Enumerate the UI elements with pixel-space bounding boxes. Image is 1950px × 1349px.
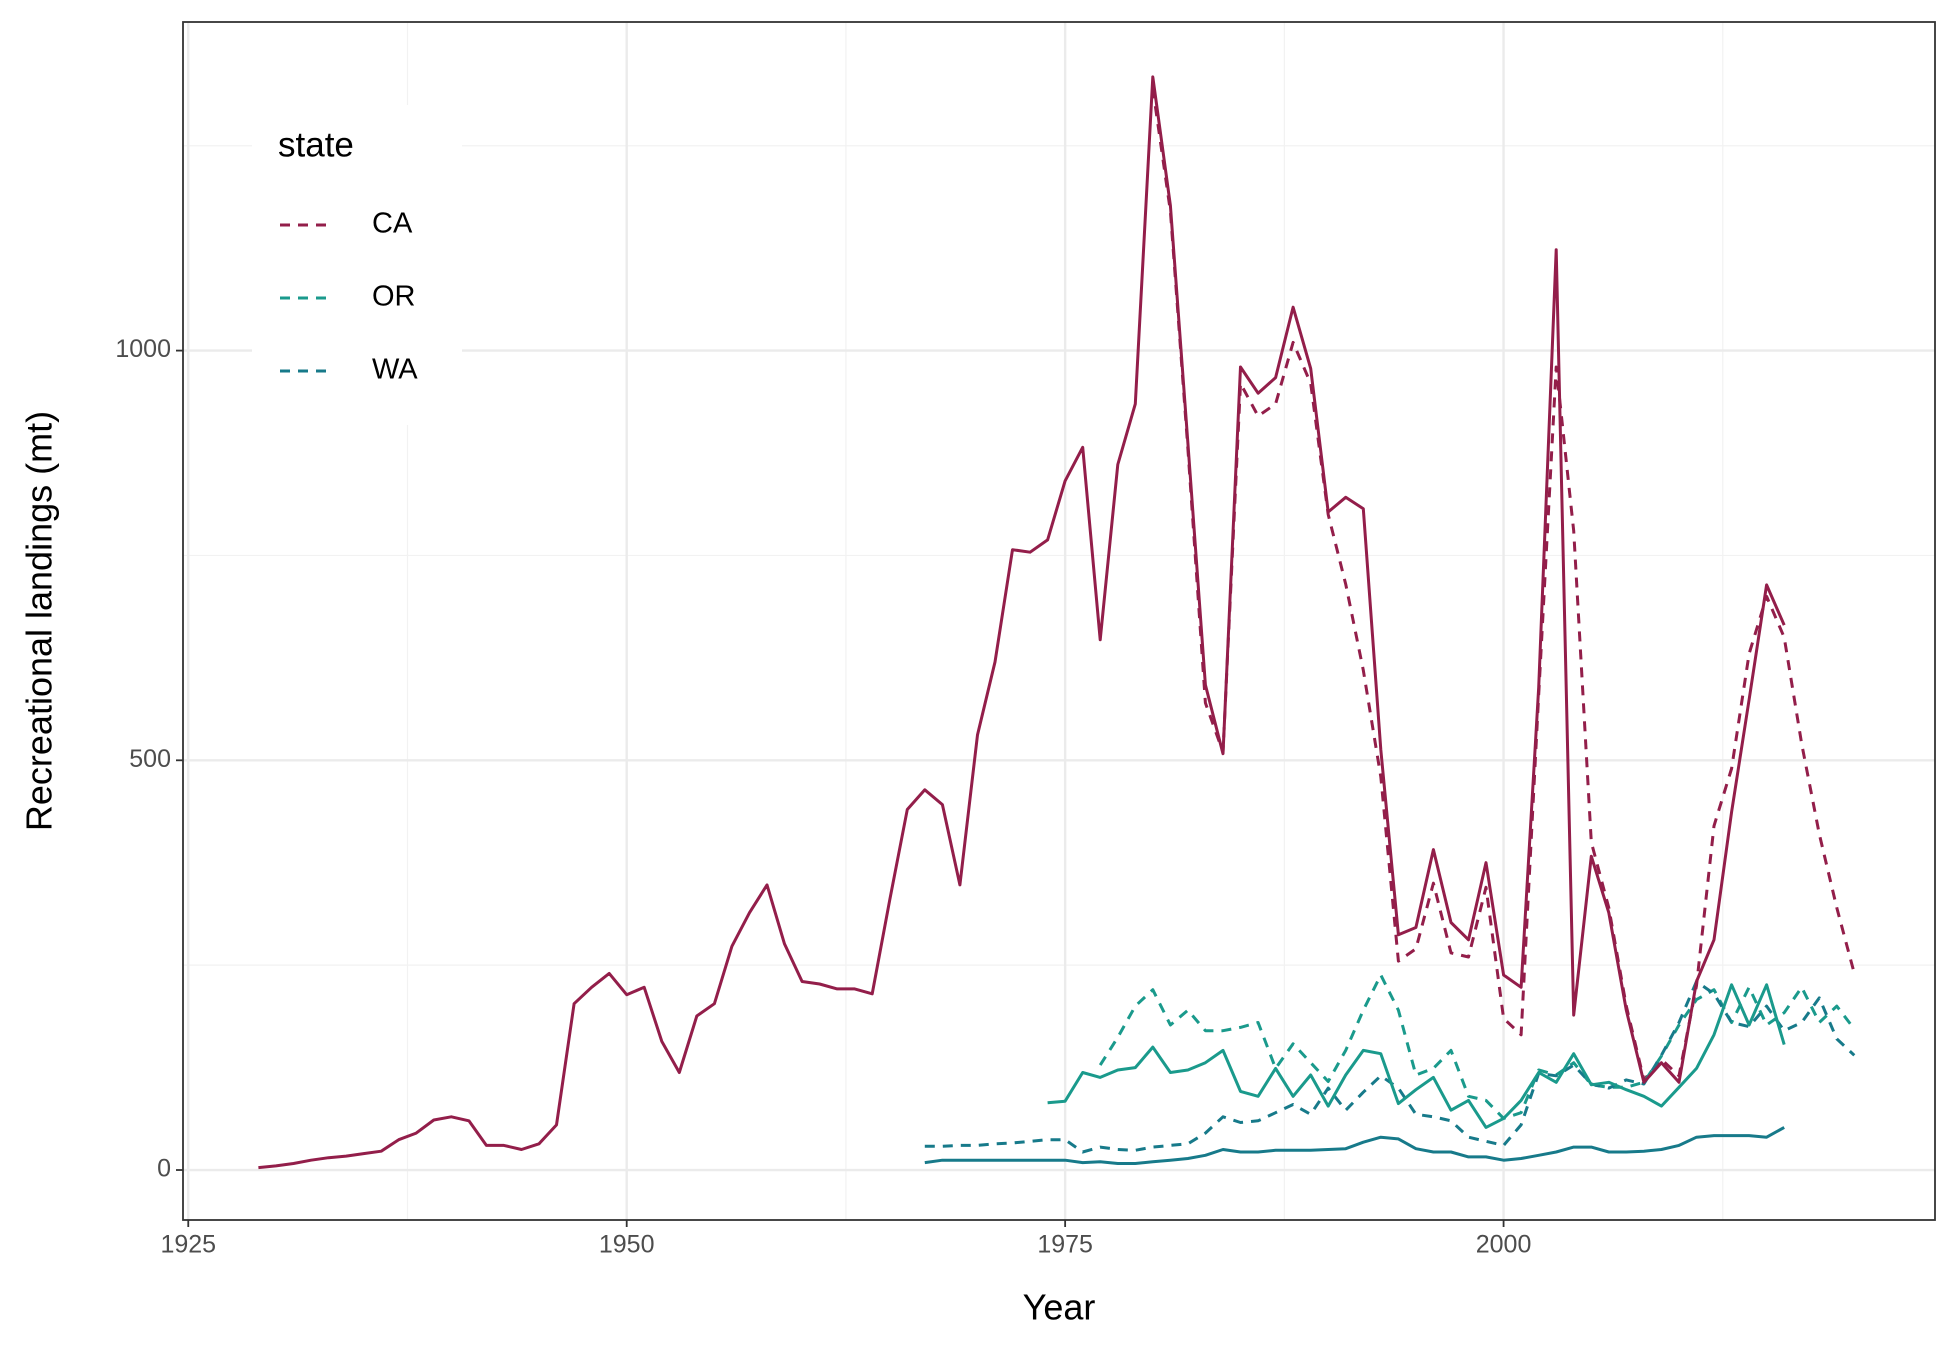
legend-label: CA (372, 208, 413, 240)
series-line (1047, 983, 1786, 1129)
x-tick-label: 1925 (160, 1231, 216, 1259)
x-axis-title: Year (1023, 1287, 1096, 1328)
y-tick-label: 1000 (115, 335, 171, 363)
x-tick-label: 2000 (1476, 1231, 1532, 1259)
legend-label: WA (372, 354, 418, 386)
y-tick-label: 0 (157, 1155, 171, 1183)
y-axis-title: Recreational landings (mt) (19, 411, 60, 831)
series-line (1151, 88, 1856, 1082)
legend-title: state (278, 125, 354, 164)
x-tick-label: 1975 (1037, 1231, 1093, 1259)
lines (258, 75, 1856, 1170)
x-tick-label: 1950 (599, 1231, 655, 1259)
legend-label: OR (372, 281, 416, 313)
grid (183, 22, 1935, 1220)
legend: state CA OR WA (252, 105, 462, 425)
series-line (924, 1126, 1785, 1165)
panel-border (182, 21, 1936, 1221)
y-tick-label: 500 (129, 745, 171, 773)
series-line (258, 75, 1786, 1170)
